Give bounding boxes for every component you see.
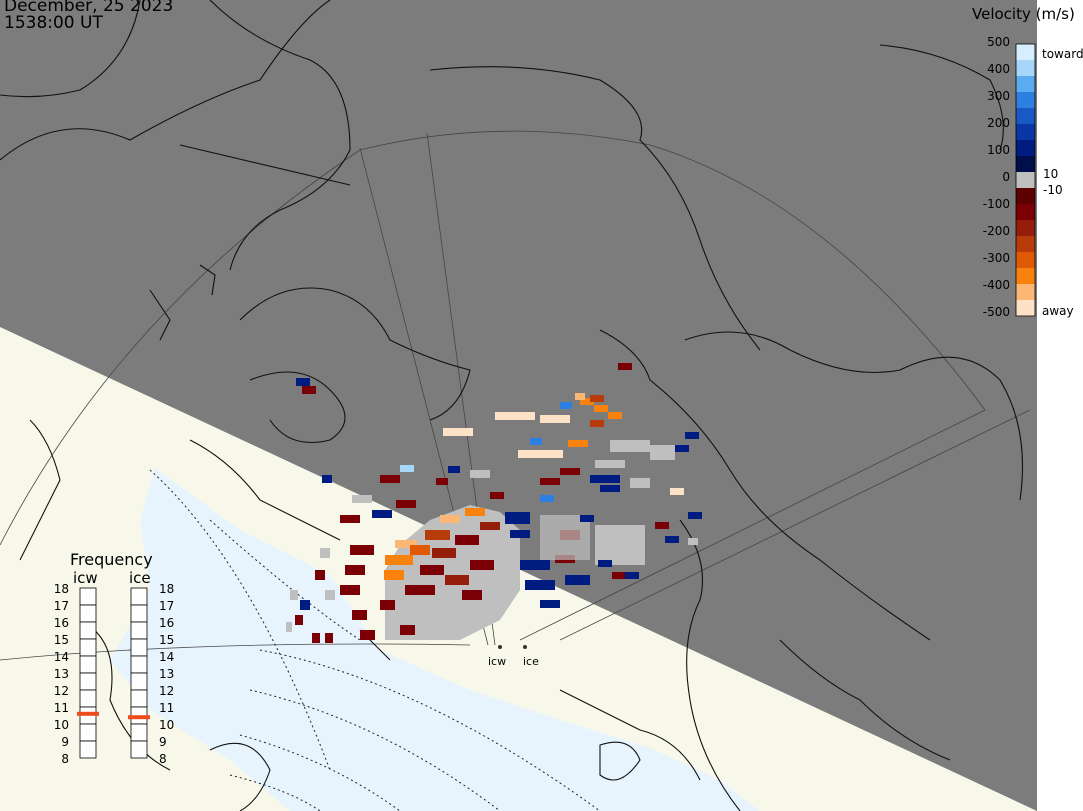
legend-swatch [1016,284,1035,301]
radar-scatter-cells [286,363,702,643]
legend-tick-label: -300 [983,251,1010,265]
frequency-scale-label: 9 [159,735,167,749]
legend-tick-label: 200 [987,116,1010,130]
legend-swatch [1016,204,1035,221]
frequency-label-ice: ice [129,569,151,587]
frequency-scale-label: 17 [159,599,174,613]
right-margin [1037,0,1083,811]
frequency-cell [79,740,97,759]
frequency-scale-label: 10 [159,718,174,732]
frequency-cell [79,604,97,623]
legend-threshold-label: 10 [1043,167,1058,181]
date-label: December, 25 2023 [4,0,174,16]
frequency-scale-label: 15 [159,633,174,647]
daylight-ocean [110,468,760,811]
velocity-legend-title: Velocity (m/s) [972,5,1075,23]
site-label-ice: ice [523,655,539,668]
legend-swatch [1016,300,1035,317]
legend-swatch [1016,92,1035,109]
frequency-scale-label: 17 [54,599,69,613]
velocity-legend: 500 400 300 200 100 0 -100 -200 -300 -400 -500 10 -1… [983,35,1083,319]
frequency-scale-label: 13 [159,667,174,681]
legend-swatch [1016,188,1035,205]
legend-threshold-label: -10 [1043,183,1063,197]
legend-away-label: away [1042,304,1074,318]
frequency-label-icw: icw [73,569,98,587]
frequency-scale-label: 8 [61,752,69,766]
daylight-grid [149,469,601,811]
frequency-scale-label: 13 [54,667,69,681]
frequency-cell [130,689,148,708]
frequency-cell [130,621,148,640]
frequency-cell [79,672,97,691]
frequency-cell [79,638,97,657]
legend-swatch [1016,44,1035,61]
legend-swatch [1016,108,1035,125]
frequency-scale-label: 18 [159,582,174,596]
legend-swatch [1016,140,1035,157]
legend-tick-label: -400 [983,278,1010,292]
frequency-scale-label: 16 [54,616,69,630]
coastlines [0,0,1024,811]
frequency-cell [79,621,97,640]
legend-tick-label: -100 [983,197,1010,211]
frequency-marker [128,715,150,720]
frequency-cell [79,655,97,674]
frequency-cell [130,587,148,606]
legend-swatch [1016,172,1035,189]
frequency-cell [79,689,97,708]
legend-swatch [1016,220,1035,237]
legend-swatch [1016,268,1035,285]
frequency-scale-label: 9 [61,735,69,749]
frequency-scale-label: 11 [159,701,174,715]
frequency-cell [130,740,148,759]
legend-tick-label: 500 [987,35,1010,49]
frequency-scale-label: 11 [54,701,69,715]
frequency-marker [77,711,99,716]
frequency-scale-label: 16 [159,616,174,630]
legend-swatch [1016,156,1035,173]
frequency-scale-label: 15 [54,633,69,647]
frequency-cell [130,655,148,674]
legend-tick-label: -200 [983,224,1010,238]
frequency-scale-label: 14 [159,650,174,664]
legend-tick-label: -500 [983,305,1010,319]
frequency-scale-label: 10 [54,718,69,732]
legend-swatch [1016,60,1035,77]
frequency-scale-label: 18 [54,582,69,596]
frequency-cell [130,638,148,657]
frequency-cell [79,587,97,606]
legend-swatch [1016,124,1035,141]
legend-toward-label: toward [1042,47,1083,61]
night-region [0,0,1037,811]
legend-tick-label: 400 [987,62,1010,76]
legend-tick-label: 100 [987,143,1010,157]
legend-swatch [1016,236,1035,253]
frequency-cell [130,672,148,691]
frequency-scale-label: 12 [54,684,69,698]
frequency-cell [79,723,97,742]
radar-sites [498,645,527,649]
frequency-cell [130,604,148,623]
legend-swatch [1016,252,1035,269]
frequency-scale-label: 14 [54,650,69,664]
frequency-panel: 18 17 16 15 14 13 12 11 10 9 8 18 17 16 15 14 13 12 11 10 9 8 [54,582,175,766]
legend-swatch [1016,76,1035,93]
frequency-cell [130,723,148,742]
legend-tick-label: 0 [1002,170,1010,184]
site-label-icw: icw [488,655,507,668]
legend-frame [1015,43,1036,317]
legend-tick-label: 300 [987,89,1010,103]
frequency-scale-label: 12 [159,684,174,698]
time-label: 1538:00 UT [4,13,103,33]
frequency-scale-label: 8 [159,752,167,766]
frequency-title: Frequency [70,550,153,569]
latitude-grid [0,130,986,661]
